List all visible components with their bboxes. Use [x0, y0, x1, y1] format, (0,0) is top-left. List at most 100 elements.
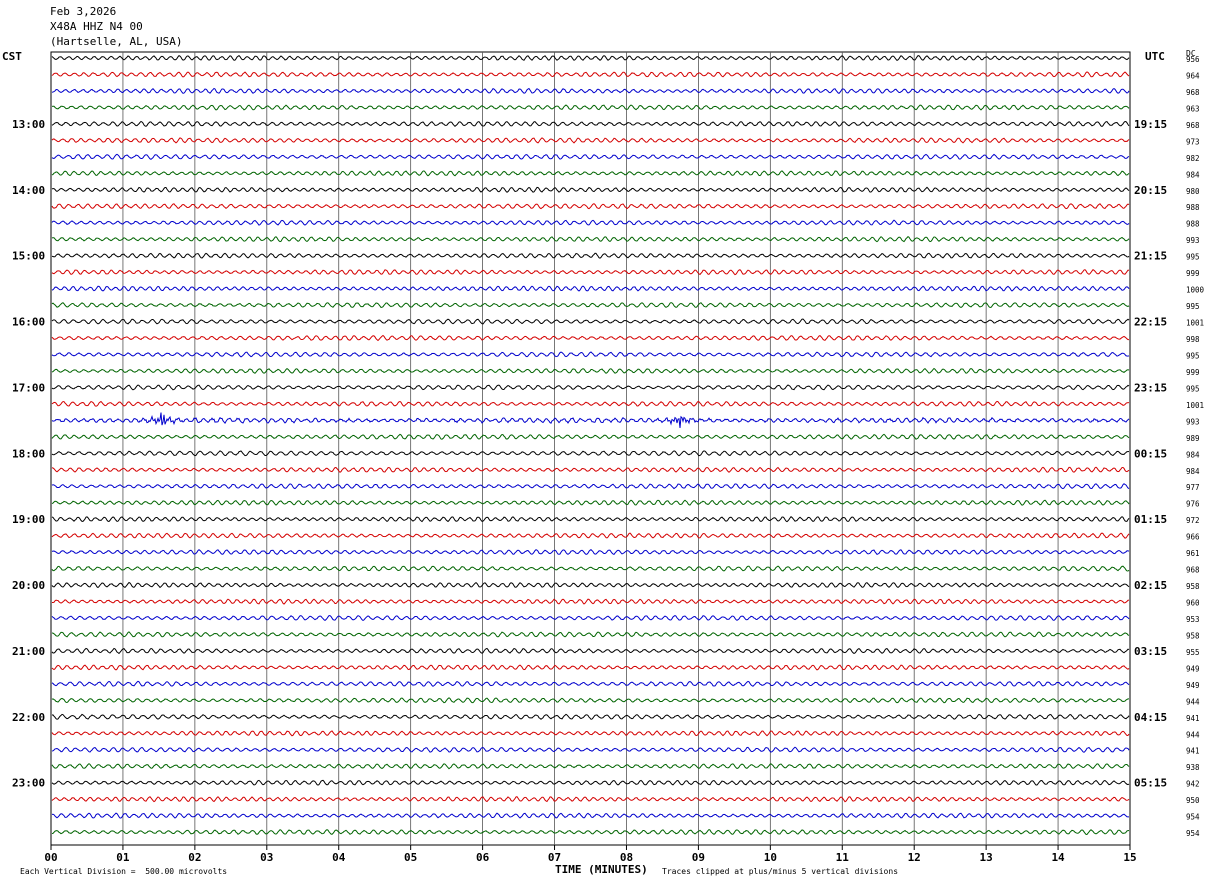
- dc-offset-label: 1000: [1186, 286, 1205, 295]
- cst-hour-label: 19:00: [12, 513, 45, 526]
- label-group: 00 01 02 03 04 05 06 07 08 09 10 11 12 13 14 15 956 964 96…: [12, 55, 1205, 864]
- dc-offset-label: 968: [1186, 121, 1200, 130]
- dc-offset-label: 944: [1186, 697, 1200, 706]
- seismic-trace-45: [51, 779, 1130, 786]
- seismic-trace-7: [51, 153, 1130, 160]
- dc-offset-label: 995: [1186, 351, 1200, 360]
- dc-offset-label: 941: [1186, 747, 1200, 756]
- utc-hour-label: 02:15: [1134, 579, 1167, 592]
- seismic-trace-22: [51, 400, 1130, 407]
- seismic-trace-38: [51, 664, 1130, 671]
- seismic-trace-6: [51, 137, 1130, 144]
- seismic-trace-43: [51, 746, 1130, 753]
- seismic-trace-39: [51, 680, 1130, 687]
- seismic-trace-23: [51, 412, 1130, 429]
- seismic-trace-41: [51, 713, 1130, 720]
- dc-offset-label: 961: [1186, 549, 1200, 558]
- x-tick-label: 11: [836, 851, 850, 864]
- dc-offset-label: 956: [1186, 55, 1200, 64]
- dc-offset-label: 949: [1186, 664, 1200, 673]
- utc-hour-label: 19:15: [1134, 118, 1167, 131]
- dc-offset-label: 942: [1186, 780, 1200, 789]
- dc-offset-label: 944: [1186, 730, 1200, 739]
- header-location: (Hartselle, AL, USA): [50, 35, 183, 48]
- seismic-trace-40: [51, 697, 1130, 704]
- seismic-trace-19: [51, 351, 1130, 358]
- dc-offset-label: 984: [1186, 450, 1200, 459]
- seismic-trace-11: [51, 219, 1130, 226]
- utc-hour-label: 03:15: [1134, 645, 1167, 658]
- x-tick-label: 15: [1123, 851, 1136, 864]
- cst-hour-label: 22:00: [12, 711, 45, 724]
- seismic-trace-10: [51, 203, 1130, 210]
- seismic-trace-16: [51, 302, 1130, 309]
- cst-hour-label: 17:00: [12, 381, 45, 394]
- cst-hour-label: 15:00: [12, 250, 45, 263]
- dc-offset-label: 954: [1186, 829, 1200, 838]
- seismic-trace-46: [51, 796, 1130, 803]
- seismic-trace-4: [51, 104, 1130, 111]
- dc-offset-label: 958: [1186, 631, 1200, 640]
- dc-offset-label: 941: [1186, 714, 1200, 723]
- dc-offset-label: 988: [1186, 220, 1200, 229]
- x-tick-label: 05: [404, 851, 417, 864]
- left-timezone-label: CST: [2, 50, 22, 63]
- seismic-trace-9: [51, 186, 1130, 193]
- seismic-trace-36: [51, 631, 1130, 638]
- dc-offset-label: 964: [1186, 71, 1200, 80]
- x-tick-label: 14: [1051, 851, 1065, 864]
- seismic-trace-29: [51, 516, 1130, 523]
- seismic-trace-8: [51, 170, 1130, 177]
- x-tick-label: 09: [692, 851, 705, 864]
- dc-column-label: DC: [1186, 49, 1196, 58]
- dc-offset-label: 980: [1186, 187, 1200, 196]
- seismic-trace-42: [51, 730, 1130, 737]
- x-axis-title: TIME (MINUTES): [555, 863, 648, 876]
- x-tick-label: 12: [908, 851, 921, 864]
- seismic-trace-32: [51, 565, 1130, 572]
- x-tick-label: 02: [188, 851, 201, 864]
- seismic-trace-44: [51, 763, 1130, 770]
- seismic-trace-20: [51, 367, 1130, 374]
- dc-offset-label: 972: [1186, 516, 1200, 525]
- seismic-trace-27: [51, 483, 1130, 490]
- dc-offset-label: 998: [1186, 335, 1200, 344]
- utc-hour-label: 05:15: [1134, 777, 1167, 790]
- seismic-trace-33: [51, 581, 1130, 589]
- seismic-trace-47: [51, 812, 1130, 819]
- x-tick-label: 10: [764, 851, 777, 864]
- dc-offset-label: 973: [1186, 137, 1200, 146]
- utc-hour-label: 04:15: [1134, 711, 1167, 724]
- x-tick-label: 04: [332, 851, 346, 864]
- seismic-trace-2: [51, 71, 1130, 78]
- dc-offset-label: 989: [1186, 434, 1200, 443]
- utc-hour-label: 23:15: [1134, 381, 1167, 394]
- utc-hour-label: 21:15: [1134, 250, 1167, 263]
- cst-hour-label: 18:00: [12, 447, 45, 460]
- cst-hour-label: 23:00: [12, 777, 45, 790]
- seismic-trace-12: [51, 235, 1130, 243]
- x-tick-label: 13: [980, 851, 993, 864]
- dc-offset-label: 968: [1186, 88, 1200, 97]
- x-tick-label: 08: [620, 851, 633, 864]
- seismic-trace-5: [51, 120, 1130, 128]
- seismic-trace-25: [51, 450, 1130, 457]
- seismic-trace-28: [51, 499, 1130, 506]
- dc-offset-label: 966: [1186, 533, 1200, 542]
- dc-offset-label: 993: [1186, 417, 1200, 426]
- dc-offset-label: 960: [1186, 599, 1200, 608]
- utc-hour-label: 01:15: [1134, 513, 1167, 526]
- clip-note: Traces clipped at plus/minus 5 vertical …: [662, 867, 899, 876]
- seismic-trace-13: [51, 252, 1130, 259]
- header-station: X48A HHZ N4 00: [50, 20, 143, 33]
- dc-offset-label: 995: [1186, 384, 1200, 393]
- seismic-trace-35: [51, 615, 1130, 621]
- seismic-trace-17: [51, 318, 1130, 325]
- seismic-trace-1: [51, 55, 1130, 61]
- dc-offset-label: 953: [1186, 615, 1200, 624]
- dc-offset-label: 938: [1186, 763, 1200, 772]
- dc-offset-label: 976: [1186, 500, 1200, 509]
- x-tick-label: 07: [548, 851, 561, 864]
- seismic-trace-21: [51, 384, 1130, 391]
